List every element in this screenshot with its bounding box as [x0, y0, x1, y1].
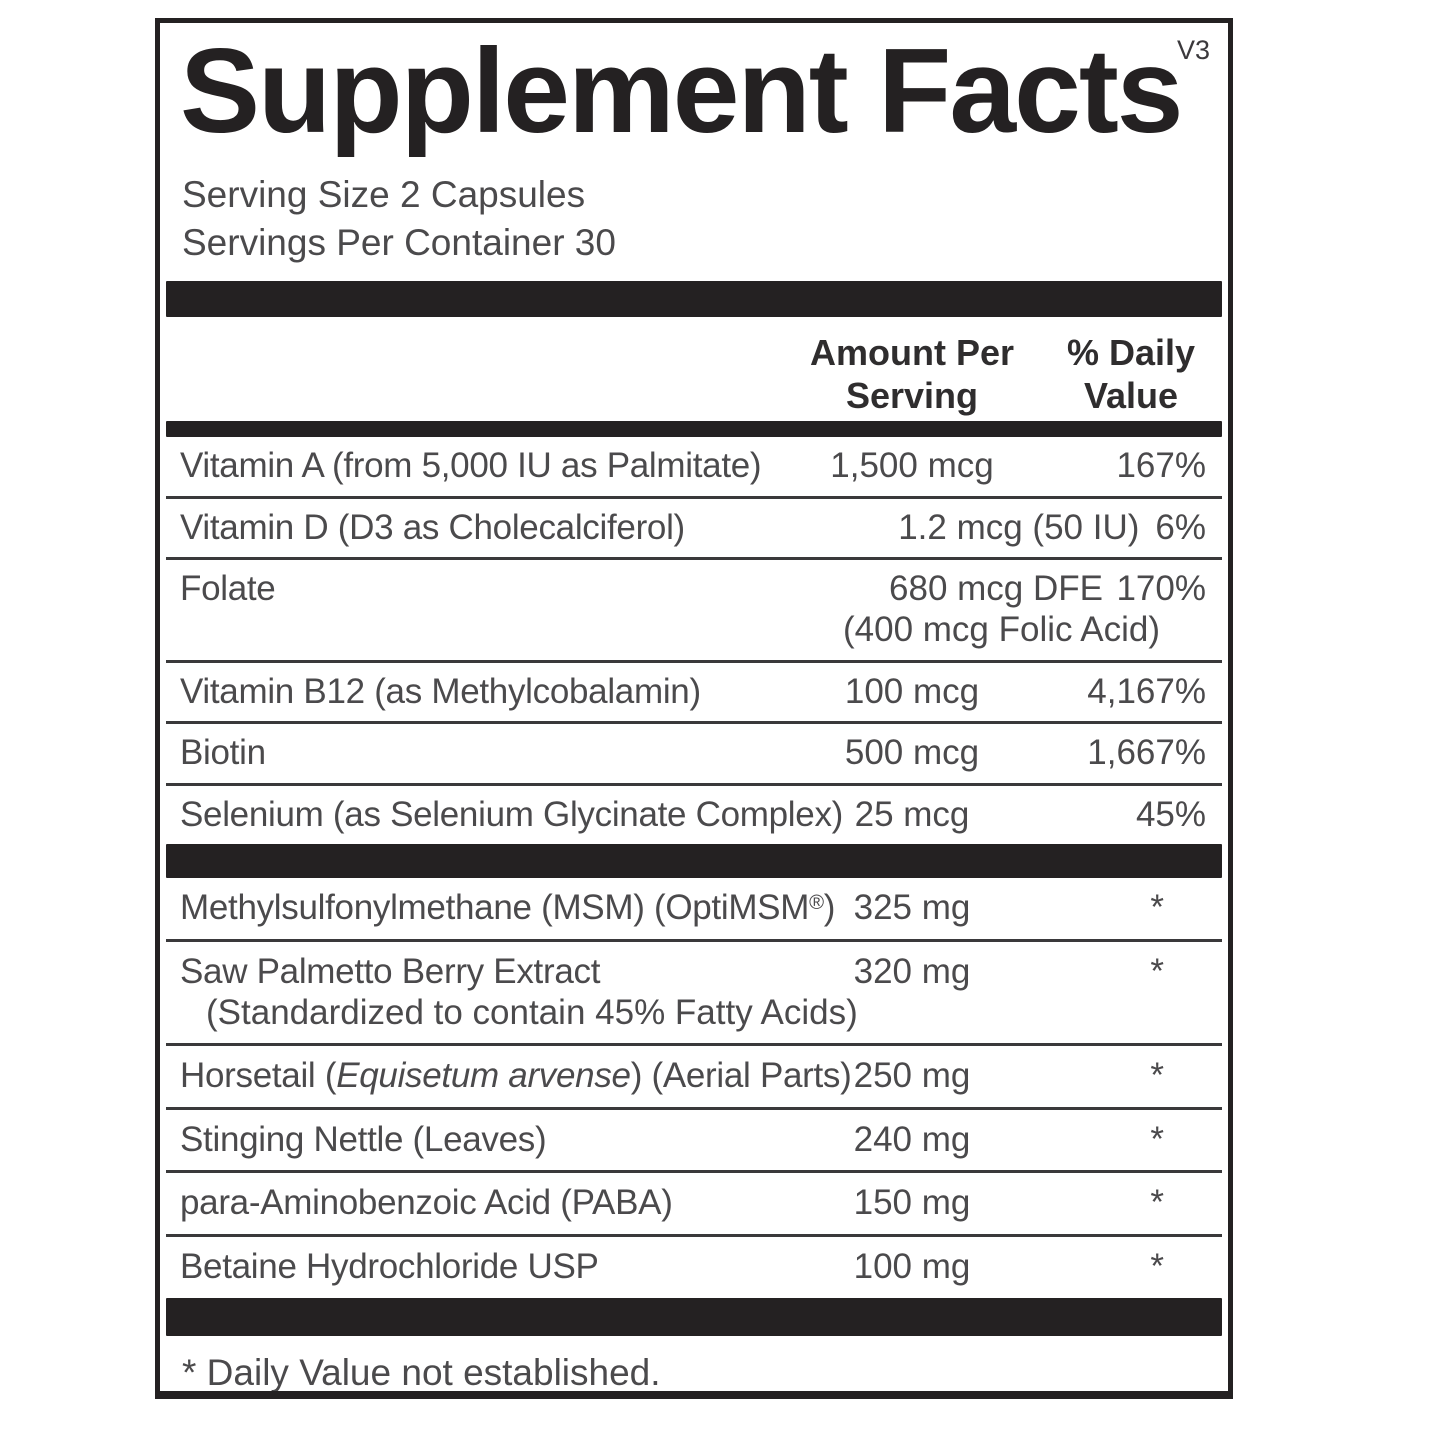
- ingredient-name: Stinging Nettle (Leaves): [180, 1119, 547, 1159]
- ingredient-name: Methylsulfonylmethane (MSM) (OptiMSM®): [180, 888, 836, 928]
- table-row: Biotin 500 mcg 1,667%: [166, 724, 1222, 786]
- servings-per-container: Servings Per Container 30: [182, 222, 616, 264]
- table-row: Selenium (as Selenium Glycinate Complex)…: [166, 786, 1222, 845]
- amount-per-serving: 100 mcg: [844, 671, 980, 711]
- serving-size: Serving Size 2 Capsules: [182, 174, 586, 215]
- divider-bar-thick-top: [166, 281, 1222, 318]
- daily-value: *: [1150, 951, 1164, 991]
- table-row: Folate 680 mcg DFE 170% (400 mcg Folic Acid…: [166, 560, 1222, 663]
- daily-value: *: [1150, 1246, 1164, 1286]
- ingredient-name: Selenium (as Selenium Glycinate Complex): [180, 794, 843, 834]
- ingredient-name: Vitamin A (from 5,000 IU as Palmitate): [180, 446, 762, 486]
- amount-per-serving: 325 mg: [853, 888, 971, 928]
- amount-per-serving: 250 mg: [853, 1056, 971, 1096]
- amount-per-serving: 680 mcg DFE: [889, 569, 1103, 609]
- vitamins-section: Vitamin A (from 5,000 IU as Palmitate) 1,…: [166, 437, 1222, 844]
- column-headers: Amount Per Serving % Daily Value: [166, 317, 1222, 421]
- daily-value: 1,667%: [1087, 733, 1206, 773]
- daily-value: 167%: [1116, 446, 1206, 486]
- daily-value: *: [1150, 888, 1164, 928]
- amount-per-serving: 320 mg: [853, 951, 971, 991]
- amount-per-serving: 150 mg: [853, 1183, 971, 1223]
- ingredient-name: Biotin: [180, 733, 266, 773]
- ingredient-name: Vitamin D (D3 as Cholecalciferol): [180, 507, 685, 547]
- daily-value: 4,167%: [1087, 671, 1206, 711]
- amount-per-serving: 240 mg: [853, 1119, 971, 1159]
- amount-per-serving: 100 mg: [853, 1246, 971, 1286]
- table-row: Vitamin D (D3 as Cholecalciferol) 1.2 mcg…: [166, 499, 1222, 561]
- table-row: Stinging Nettle (Leaves) 240 mg *: [166, 1110, 1222, 1174]
- ingredient-name: Folate: [180, 569, 276, 609]
- divider-bar-medium: [166, 421, 1222, 438]
- daily-value: 45%: [1135, 794, 1206, 834]
- amount-and-daily-value: 1.2 mcg (50 IU) 6%: [898, 508, 1206, 549]
- table-row: Betaine Hydrochloride USP 100 mg *: [166, 1237, 1222, 1298]
- supplement-facts-panel: V3 Supplement Facts Serving Size 2 Capsu…: [155, 18, 1233, 1399]
- ingredient-name: Saw Palmetto Berry Extract: [180, 951, 601, 991]
- version-tag: V3: [1176, 35, 1210, 65]
- amount-per-serving: 1.2 mcg (50 IU): [898, 507, 1140, 547]
- percent-daily-value-header: % Daily Value: [1066, 332, 1196, 416]
- amount-per-serving: 500 mcg: [844, 733, 980, 773]
- ingredient-name: para-Aminobenzoic Acid (PABA): [180, 1183, 673, 1223]
- amount-per-serving: 1,500 mcg: [830, 446, 994, 486]
- amount-per-serving-header: Amount Per Serving: [809, 332, 1014, 416]
- table-row: Vitamin A (from 5,000 IU as Palmitate) 1,…: [166, 437, 1222, 499]
- ingredient-name: Vitamin B12 (as Methylcobalamin): [180, 671, 701, 711]
- daily-value-footnote: * Daily Value not established.: [182, 1351, 661, 1393]
- daily-value: *: [1150, 1183, 1164, 1223]
- daily-value: 170%: [1116, 569, 1206, 609]
- serving-info: Serving Size 2 Capsules Servings Per Con…: [182, 171, 1222, 267]
- divider-bar-thick-middle: [166, 844, 1222, 879]
- panel-title: Supplement Facts: [180, 24, 1184, 158]
- ingredient-subtext: (400 mcg Folic Acid): [843, 609, 1161, 649]
- table-row: Methylsulfonylmethane (MSM) (OptiMSM®) 32…: [166, 878, 1222, 942]
- table-row: Saw Palmetto Berry Extract 320 mg * (Standa…: [166, 942, 1222, 1047]
- ingredient-subtext: (Standardized to contain 45% Fatty Acids…: [206, 992, 858, 1032]
- ingredient-name: Horsetail (Equisetum arvense) (Aerial Pa…: [180, 1056, 852, 1096]
- table-row: Horsetail (Equisetum arvense) (Aerial Pa…: [166, 1046, 1222, 1110]
- daily-value: *: [1150, 1056, 1164, 1096]
- table-row: Vitamin B12 (as Methylcobalamin) 100 mcg 4…: [166, 663, 1222, 725]
- daily-value: *: [1150, 1119, 1164, 1159]
- divider-bar-thick-bottom: [166, 1297, 1222, 1336]
- ingredient-name: Betaine Hydrochloride USP: [180, 1246, 599, 1286]
- daily-value: 6%: [1155, 507, 1206, 547]
- table-row: para-Aminobenzoic Acid (PABA) 150 mg *: [166, 1173, 1222, 1237]
- botanicals-section: Methylsulfonylmethane (MSM) (OptiMSM®) 32…: [166, 878, 1222, 1297]
- amount-per-serving: 25 mcg: [854, 794, 970, 834]
